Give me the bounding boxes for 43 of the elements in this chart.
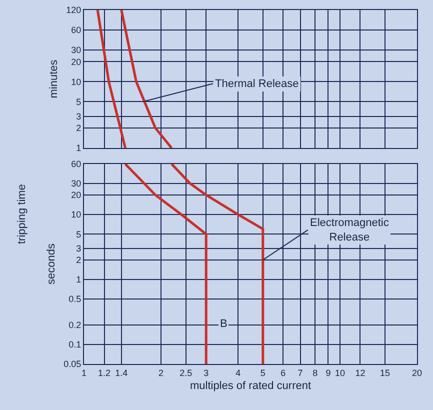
y-tick-label: 2 — [76, 255, 82, 266]
x-tick-label: 5 — [260, 368, 266, 378]
y-tick-label: 0.05 — [64, 359, 82, 370]
y-tick-label: 1 — [76, 274, 82, 285]
y-tick-label: 120 — [66, 5, 82, 16]
x-tick-label: 1.4 — [115, 368, 128, 378]
y-axis-title: seconds — [45, 243, 58, 284]
x-tick-label: 9 — [326, 368, 331, 378]
x-tick-label: 3 — [204, 368, 209, 378]
annotation: Electromagnetic Release — [310, 217, 390, 244]
annotation: B — [220, 318, 228, 330]
y-tick-label: 0.5 — [68, 294, 82, 304]
y-tick-label: 5 — [76, 96, 82, 107]
text: tripping time — [16, 184, 28, 244]
y-tick-label: 30 — [71, 178, 82, 189]
y-tick-label: 3 — [76, 244, 82, 254]
annotation: Thermal Release — [215, 78, 299, 90]
x-tick-label: 7 — [298, 368, 303, 378]
x-tick-label: 2.5 — [180, 368, 192, 378]
y-tick-label: 60 — [71, 159, 82, 170]
y-tick-label: 2 — [76, 123, 82, 134]
x-tick-label: 10 — [334, 368, 345, 378]
y-tick-label: 60 — [71, 25, 82, 36]
y-tick-label: 30 — [71, 45, 82, 56]
y-tick-label: 10 — [71, 76, 82, 87]
x-tick-label: 1.2 — [98, 368, 111, 378]
y-tick-label: 0.1 — [68, 340, 82, 350]
x-tick-label: 6 — [280, 368, 286, 378]
y-tick-label: 20 — [71, 190, 82, 200]
x-axis-title: multiples of rated current — [190, 380, 312, 392]
x-tick-label: 20 — [412, 368, 422, 378]
y-tick-label: 10 — [71, 210, 82, 220]
x-tick-label: 4 — [236, 368, 241, 378]
y-axis-title: minutes — [48, 59, 60, 98]
y-tick-label: 5 — [76, 229, 82, 240]
y-tick-label: 20 — [71, 56, 82, 67]
x-tick-label: 2 — [158, 368, 164, 378]
y-tick-label: 0.2 — [68, 320, 82, 330]
x-tick-label: 15 — [380, 368, 390, 378]
y-tick-label: 3 — [76, 111, 82, 122]
x-tick-label: 12 — [355, 368, 366, 378]
x-tick-label: 8 — [312, 368, 318, 378]
y-tick-label: 1 — [76, 143, 82, 154]
